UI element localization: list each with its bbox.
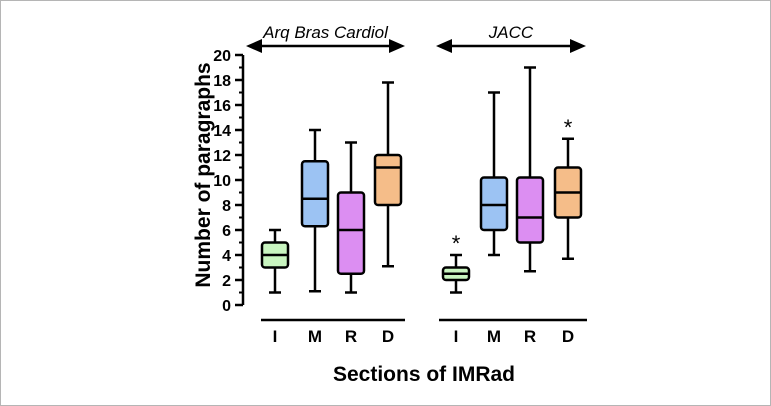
category-label-D: D <box>562 327 574 346</box>
significance-marker: * <box>564 115 573 140</box>
box-M <box>300 160 330 228</box>
y-tick-label-6: 6 <box>222 223 231 240</box>
category-label-M: M <box>487 327 501 346</box>
category-label-R: R <box>345 327 357 346</box>
y-tick-label-20: 20 <box>213 48 231 65</box>
category-label-D: D <box>382 327 394 346</box>
box-R <box>515 176 545 244</box>
y-tick-label-18: 18 <box>213 73 231 90</box>
y-tick-label-12: 12 <box>213 148 231 165</box>
group-label: JACC <box>488 23 534 42</box>
y-tick-label-4: 4 <box>222 248 231 265</box>
x-axis-title: Sections of IMRad <box>333 363 515 386</box>
y-tick-label-0: 0 <box>222 298 231 315</box>
group-label: Arq Bras Cardiol <box>262 23 389 42</box>
category-label-M: M <box>308 327 322 346</box>
box-R <box>336 191 366 275</box>
group-arrow-right-head <box>570 39 586 53</box>
group-arrow-left-head <box>436 39 452 53</box>
category-label-R: R <box>524 327 536 346</box>
significance-marker: * <box>452 231 461 256</box>
group-arrow-left-head <box>246 39 262 53</box>
box-D <box>373 153 403 207</box>
y-tick-label-8: 8 <box>222 198 231 215</box>
y-axis-title: Number of paragraphs <box>192 62 215 287</box>
group-arrow-right-head <box>389 39 405 53</box>
y-tick-label-14: 14 <box>213 123 231 140</box>
category-label-I: I <box>273 327 278 346</box>
y-tick-label-10: 10 <box>213 173 231 190</box>
category-label-I: I <box>454 327 459 346</box>
y-tick-label-16: 16 <box>213 98 231 115</box>
y-tick-label-2: 2 <box>222 273 231 290</box>
